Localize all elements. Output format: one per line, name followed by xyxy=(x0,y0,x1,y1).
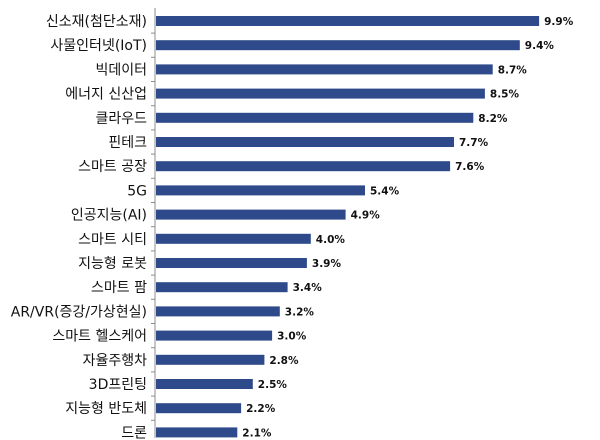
value-label: 2.5% xyxy=(258,379,288,391)
bar xyxy=(156,64,493,75)
value-label: 3.4% xyxy=(293,282,323,294)
value-label: 2.1% xyxy=(242,427,272,439)
bar xyxy=(156,16,540,26)
category-label: 빅데이터 xyxy=(95,62,147,78)
category-label: 사물인터넷(IoT) xyxy=(50,38,147,54)
bar xyxy=(156,233,311,244)
category-label: 스마트 공장 xyxy=(78,159,147,175)
bar xyxy=(156,88,485,99)
bar xyxy=(156,282,288,293)
category-label: 자율주행차 xyxy=(83,353,148,369)
category-label: 클라우드 xyxy=(95,111,147,127)
value-label: 3.0% xyxy=(277,331,307,343)
category-label: 신소재(첨단소재) xyxy=(46,14,147,30)
bar xyxy=(156,209,346,220)
category-label: 스마트 팜 xyxy=(91,280,147,296)
bar xyxy=(156,403,242,414)
value-label: 9.9% xyxy=(544,16,574,28)
value-label: 8.5% xyxy=(490,89,520,101)
value-label: 4.9% xyxy=(351,210,381,222)
value-label: 8.7% xyxy=(498,64,528,76)
value-label: 5.4% xyxy=(370,185,400,197)
value-label: 2.2% xyxy=(246,403,276,415)
value-label: 3.2% xyxy=(285,306,315,318)
bar xyxy=(156,330,273,341)
category-label: AR/VR(증강/가상현실) xyxy=(11,304,147,320)
value-label: 7.6% xyxy=(455,161,485,173)
value-label: 9.4% xyxy=(525,40,555,52)
bar xyxy=(156,354,265,365)
bar xyxy=(156,137,454,147)
category-label: 5G xyxy=(127,183,147,199)
bar xyxy=(156,427,238,438)
category-label: 3D프린팅 xyxy=(89,377,147,393)
category-label: 스마트 헬스케어 xyxy=(52,329,147,345)
category-label: 지능형 로봇 xyxy=(78,256,147,272)
bar xyxy=(156,112,474,123)
bar xyxy=(156,379,253,389)
bar xyxy=(156,161,451,172)
value-label: 8.2% xyxy=(478,113,508,125)
value-label: 3.9% xyxy=(312,258,342,270)
category-label: 스마트 시티 xyxy=(78,232,147,248)
category-label: 에너지 신산업 xyxy=(65,87,147,103)
value-label: 7.7% xyxy=(459,137,489,149)
value-label: 4.0% xyxy=(316,234,346,246)
bar xyxy=(156,40,520,51)
bar xyxy=(156,306,280,317)
category-label: 인공지능(AI) xyxy=(71,208,147,224)
bar xyxy=(156,185,365,196)
bar xyxy=(156,258,307,268)
category-label: 지능형 반도체 xyxy=(65,401,147,417)
category-label: 핀테크 xyxy=(108,135,147,151)
value-label: 2.8% xyxy=(269,355,299,367)
category-label: 드론 xyxy=(121,425,147,440)
